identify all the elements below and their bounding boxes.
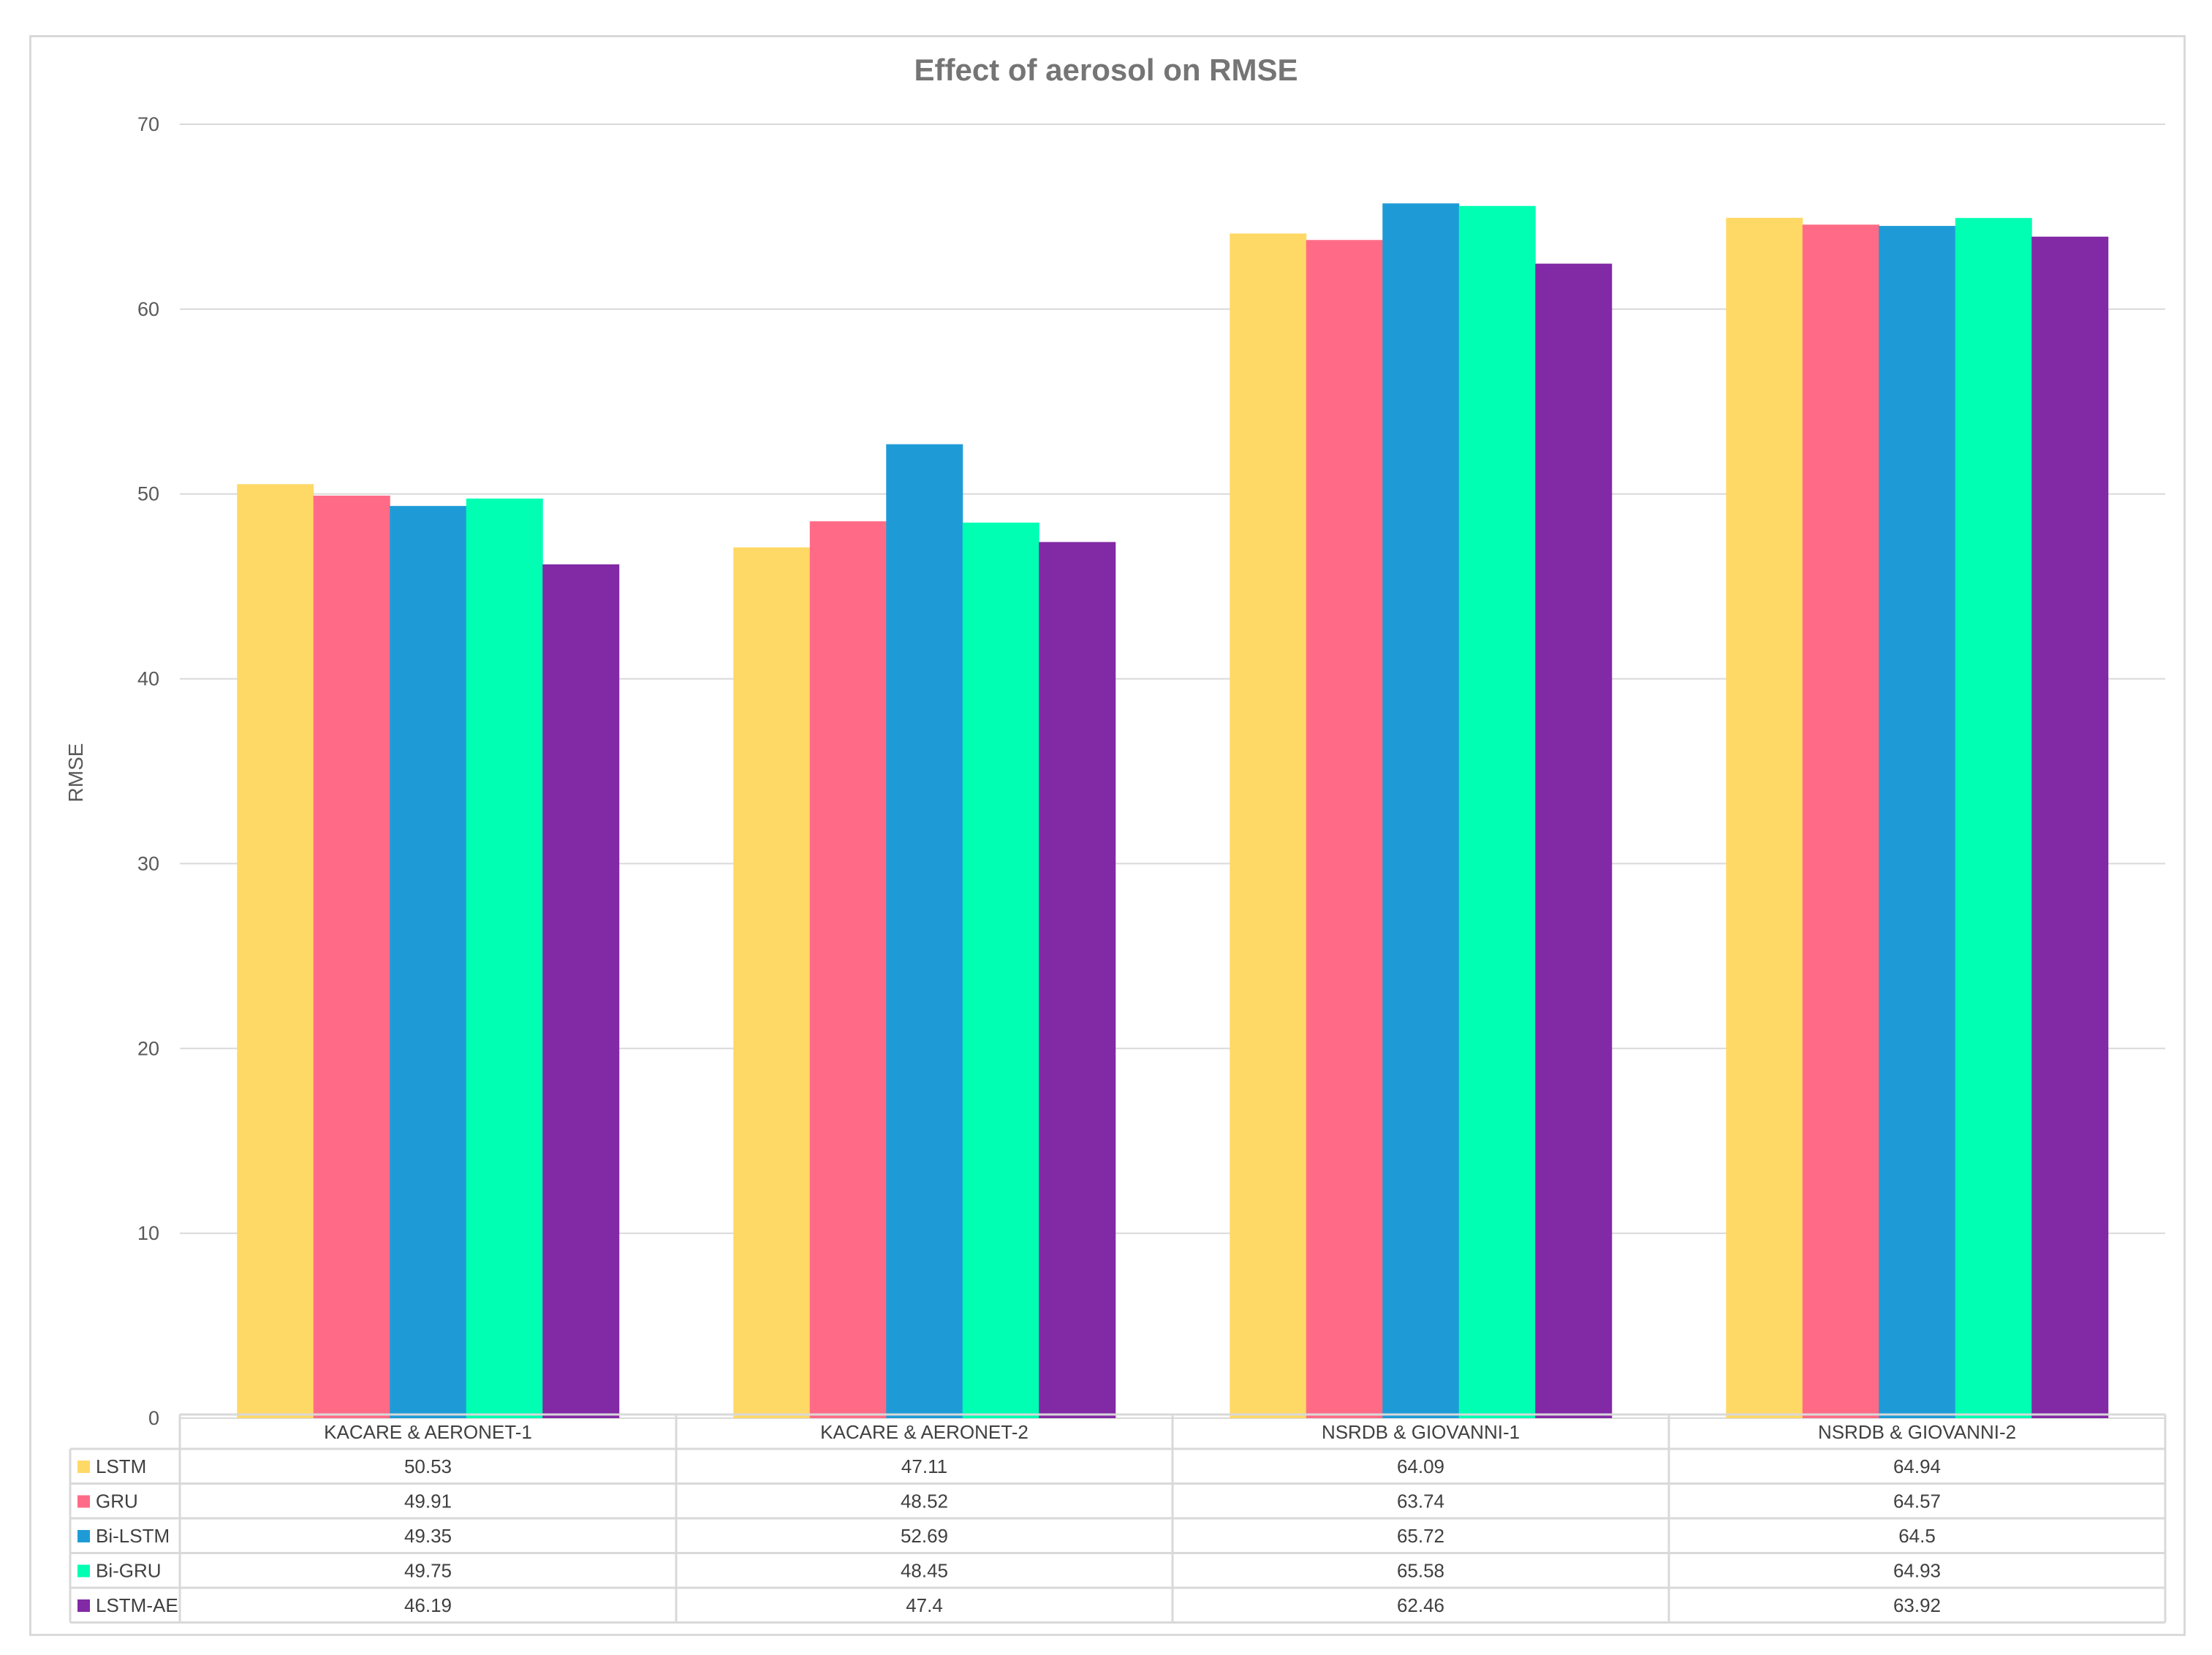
- y-tick-label: 20: [137, 1037, 159, 1059]
- bar-lstm-3: [1230, 233, 1307, 1418]
- chart-title: Effect of aerosol on RMSE: [914, 53, 1298, 87]
- data-label: 48.52: [901, 1491, 948, 1512]
- bar-lstm-ae-3: [1535, 263, 1613, 1418]
- data-label: 64.09: [1397, 1455, 1444, 1477]
- bar-gru-1: [313, 495, 390, 1418]
- category-label: KACARE & AERONET-1: [324, 1421, 532, 1443]
- bar-gru-2: [809, 521, 887, 1418]
- data-table: KACARE & AERONET-1 KACARE & AERONET-2 NSRD…: [69, 1413, 2167, 1624]
- bar-lstm-2: [733, 547, 811, 1418]
- bars: [237, 203, 2109, 1419]
- data-label: 64.93: [1893, 1560, 1941, 1582]
- y-tick-label: 60: [137, 298, 159, 320]
- y-tick-label: 50: [137, 483, 159, 505]
- category-label: KACARE & AERONET-2: [820, 1421, 1029, 1443]
- series-name-bi-lstm: Bi-LSTM: [96, 1525, 170, 1547]
- data-label: 52.69: [901, 1525, 948, 1547]
- bar-bi-gru-1: [466, 499, 543, 1419]
- bar-bi-lstm-1: [390, 506, 467, 1418]
- category-label: NSRDB & GIOVANNI-2: [1818, 1421, 2016, 1443]
- data-label: 47.4: [906, 1594, 943, 1616]
- bar-lstm-ae-2: [1039, 542, 1116, 1418]
- data-label: 65.72: [1397, 1525, 1444, 1547]
- y-tick-label: 10: [137, 1222, 159, 1244]
- data-label: 63.92: [1893, 1594, 1941, 1616]
- data-label: 64.94: [1893, 1455, 1941, 1477]
- legend-key-lstm-ae: [77, 1599, 90, 1612]
- legend-key-lstm: [77, 1461, 90, 1473]
- bar-gru-3: [1306, 240, 1383, 1418]
- data-label: 46.19: [404, 1594, 452, 1616]
- bar-bi-gru-3: [1458, 205, 1536, 1419]
- data-label: 48.45: [901, 1560, 948, 1582]
- data-label: 64.57: [1893, 1491, 1941, 1512]
- y-axis-title: RMSE: [64, 743, 87, 803]
- data-label: 49.75: [404, 1560, 452, 1582]
- data-label: 50.53: [404, 1455, 452, 1477]
- y-tick-label: 0: [148, 1407, 159, 1429]
- bar-gru-4: [1802, 224, 1879, 1419]
- bar-lstm-4: [1726, 217, 1803, 1419]
- bar-lstm-1: [237, 484, 314, 1418]
- data-label: 64.5: [1898, 1525, 1936, 1547]
- legend-key-gru: [77, 1495, 90, 1508]
- data-label: 65.58: [1397, 1560, 1444, 1582]
- bar-lstm-ae-4: [2031, 236, 2109, 1418]
- category-label: NSRDB & GIOVANNI-1: [1322, 1421, 1520, 1443]
- data-label: 49.91: [404, 1491, 452, 1512]
- bar-lstm-ae-1: [542, 564, 620, 1418]
- legend-key-bi-lstm: [77, 1530, 90, 1542]
- y-tick-label: 40: [137, 668, 159, 690]
- bar-bi-gru-2: [962, 522, 1039, 1418]
- series-name-lstm-ae: LSTM-AE: [96, 1594, 178, 1616]
- series-name-lstm: LSTM: [96, 1455, 146, 1477]
- data-label: 63.74: [1397, 1491, 1444, 1512]
- y-tick-label: 70: [137, 113, 159, 135]
- bar-bi-gru-4: [1955, 218, 2032, 1418]
- bar-bi-lstm-2: [886, 444, 963, 1418]
- series-name-bi-gru: Bi-GRU: [96, 1560, 162, 1582]
- bar-bi-lstm-3: [1382, 203, 1460, 1418]
- series-name-gru: GRU: [96, 1491, 138, 1512]
- data-label: 47.11: [901, 1455, 947, 1477]
- data-label: 49.35: [404, 1525, 452, 1547]
- y-tick-label: 30: [137, 852, 159, 874]
- data-label: 62.46: [1397, 1594, 1444, 1616]
- y-axis-ticks: 0 10 20 30 40 50 60 70: [137, 113, 159, 1429]
- bar-bi-lstm-4: [1879, 226, 1956, 1419]
- legend-key-bi-gru: [77, 1564, 90, 1578]
